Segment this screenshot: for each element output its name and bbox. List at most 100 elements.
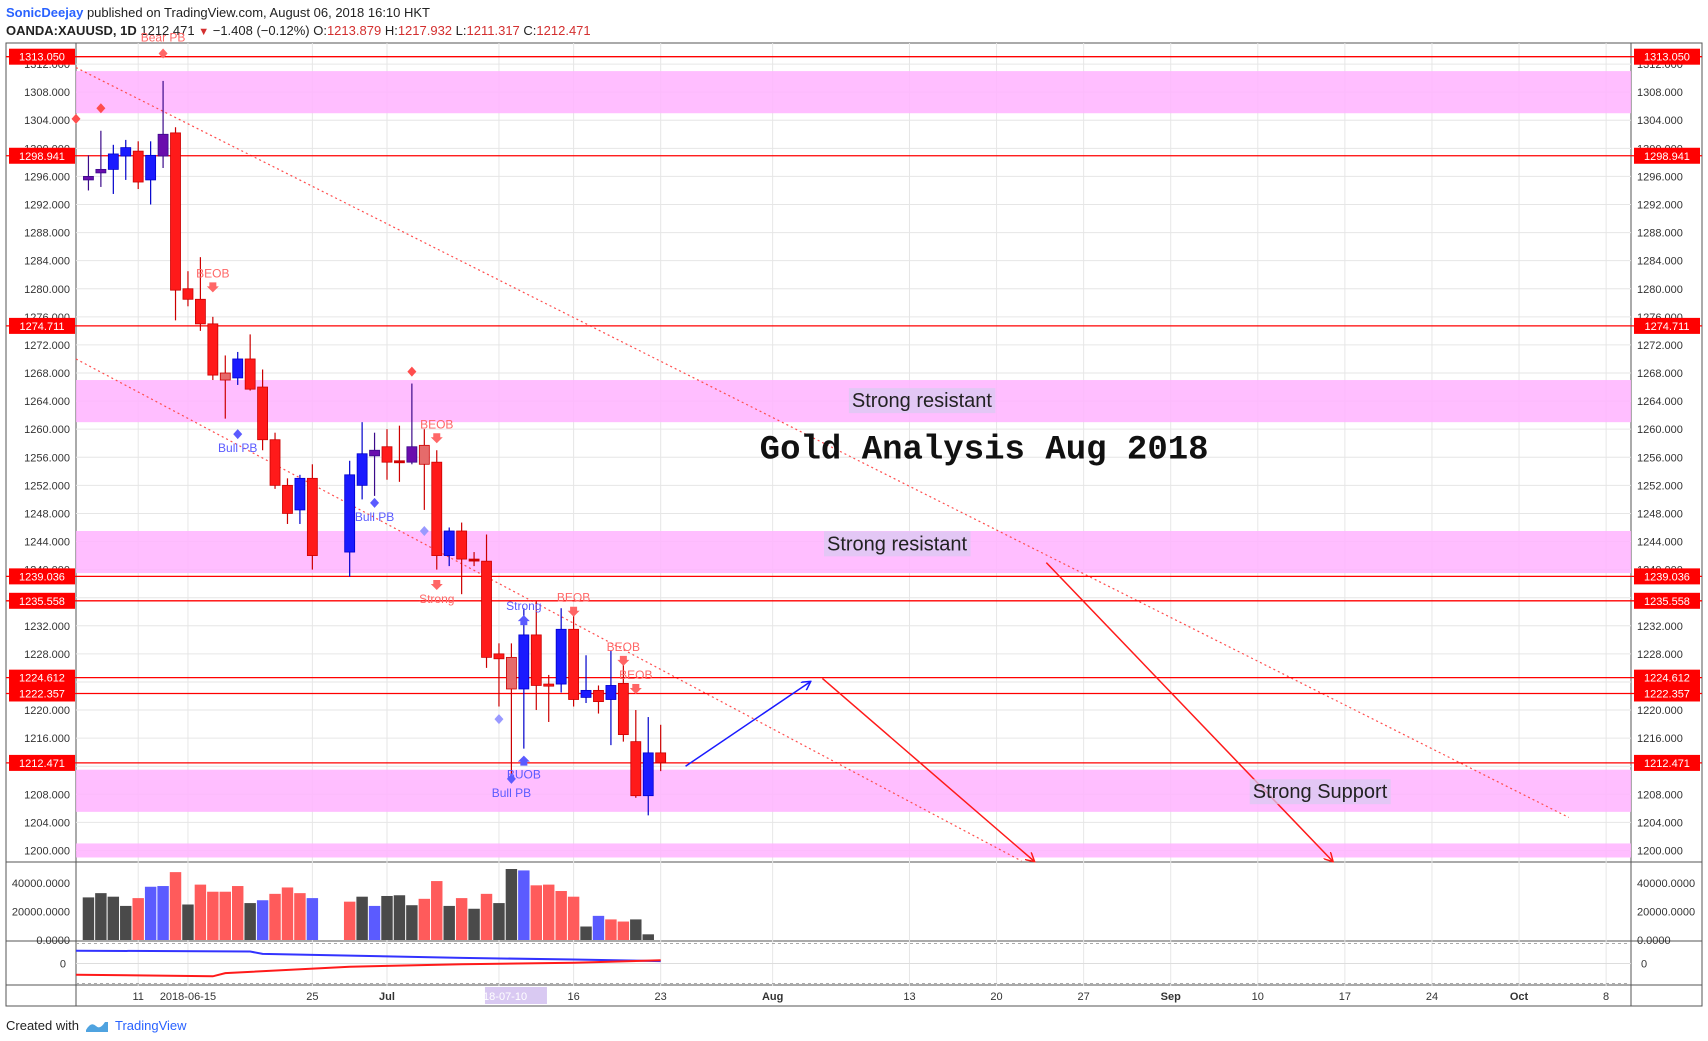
y-tick-label-left: 1308.000 [24,87,70,99]
volume-bar [132,898,144,940]
arrow-down-icon [206,282,219,293]
y-tick-label-right: 1256.000 [1637,452,1683,464]
candle-body [418,444,430,465]
y-tick-label-right: 1228.000 [1637,649,1683,661]
x-tick-label: 20 [990,991,1002,1003]
y-tick-label-left: 1264.000 [24,396,70,408]
last-price: 1212.471 [140,23,195,38]
candle-body [157,133,169,157]
x-tick-label: 2018-07-10 [471,991,527,1003]
low-value: 1211.317 [466,23,520,38]
trend-line [75,358,1022,862]
volume-tick-right: 40000.0000 [1637,878,1695,890]
volume-tick-right: 0.0000 [1637,935,1671,947]
x-tick-label: 27 [1078,991,1090,1003]
candle-body [580,689,592,698]
x-tick-label: 11 [132,991,143,1003]
pattern-label: BUOB [507,768,541,782]
forecast-arrow [1045,562,1332,861]
volume-bar [356,896,368,940]
candle-body [493,653,505,660]
volume-bar [107,896,120,940]
trend-line [75,67,1570,819]
price-change: −1.408 (−0.12%) [212,23,310,38]
strong-support-label: Strong Support [1249,779,1391,805]
candle-body [568,628,579,700]
volume-bar [505,869,518,940]
volume-bar [82,897,95,940]
volume-bar [406,905,418,940]
y-tick-label-right: 1248.000 [1637,508,1683,520]
volume-bar [431,881,443,940]
candle-body [182,288,194,300]
price-tag-right-label: 1212.471 [1644,758,1690,770]
strong-resistant-label-1-label: Strong resistant [852,390,993,412]
author-link[interactable]: SonicDeejay [6,5,84,20]
indicator-line-red [75,959,661,978]
price-tag-right [1634,317,1700,334]
y-tick-label-right: 1304.000 [1637,115,1683,127]
volume-bar [468,908,480,940]
y-tick-label-left: 1244.000 [24,537,70,549]
x-tick-label: Sep [1161,991,1181,1003]
y-tick-label-left: 1232.000 [24,621,70,633]
pattern-label: Bull PB [355,510,394,524]
y-tick-label-right: 1284.000 [1637,256,1683,268]
tradingview-logo-icon [85,1021,108,1032]
price-tag-left [9,147,75,164]
volume-bar [518,870,530,940]
pattern-label: BEOB [557,591,590,605]
price-tag-right-label: 1224.612 [1644,673,1690,685]
price-tag-right [1634,669,1700,686]
arrow-down-icon [430,580,443,591]
candle-body [95,168,107,174]
price-tag-right [1634,568,1700,585]
x-tick-label: 24 [1426,991,1438,1003]
y-tick-label-left: 1216.000 [24,733,70,745]
volume-bar [642,934,654,940]
price-tag-right-label: 1274.711 [1644,321,1689,333]
y-tick-label-right: 1264.000 [1637,396,1683,408]
y-tick-label-left: 1304.000 [24,115,70,127]
y-tick-label-left: 1280.000 [24,284,70,296]
price-tag-left [9,592,75,609]
volume-bar [530,885,542,940]
price-tag-left-label: 1274.711 [19,321,64,333]
y-tick-label-right: 1204.000 [1637,817,1683,829]
price-zone [76,71,1631,114]
tradingview-link[interactable]: TradingView [114,1018,187,1033]
candle-body [107,153,119,170]
x-tick-label: Jul [379,991,395,1003]
pattern-diamond-icon [506,773,516,784]
y-tick-label-right: 1232.000 [1637,621,1683,633]
volume-bar [555,891,567,940]
volume-bar [605,919,617,940]
y-tick-label-left: 1200.000 [24,845,70,857]
y-tick-label-right: 1220.000 [1637,705,1683,717]
volume-bar [630,919,642,940]
price-tag-right [1634,48,1700,65]
volume-bar [281,887,294,940]
strong-resistant-label-2-bg [824,531,971,557]
x-tick-label: 16 [567,991,579,1003]
y-tick-label-right: 1296.000 [1637,171,1683,183]
y-tick-label-left: 1204.000 [24,817,70,829]
candle-body [617,682,629,736]
y-tick-label-right: 1272.000 [1637,340,1683,352]
low-label: L: [455,23,467,38]
price-zone [76,769,1631,812]
symbol-label: OANDA:XAUUSD, 1D [6,23,137,38]
volume-bar [244,903,256,940]
pattern-diamond-icon [407,366,417,377]
candle-body [605,685,617,700]
candle-body [505,656,517,690]
candle-body [120,147,132,157]
volume-bar [567,896,580,940]
price-tag-left [9,48,75,65]
y-tick-label-right: 1252.000 [1637,480,1683,492]
pattern-diamond-icon [96,103,106,114]
volume-bar [144,886,157,940]
candle-body [145,154,157,181]
candle-body [219,372,231,381]
